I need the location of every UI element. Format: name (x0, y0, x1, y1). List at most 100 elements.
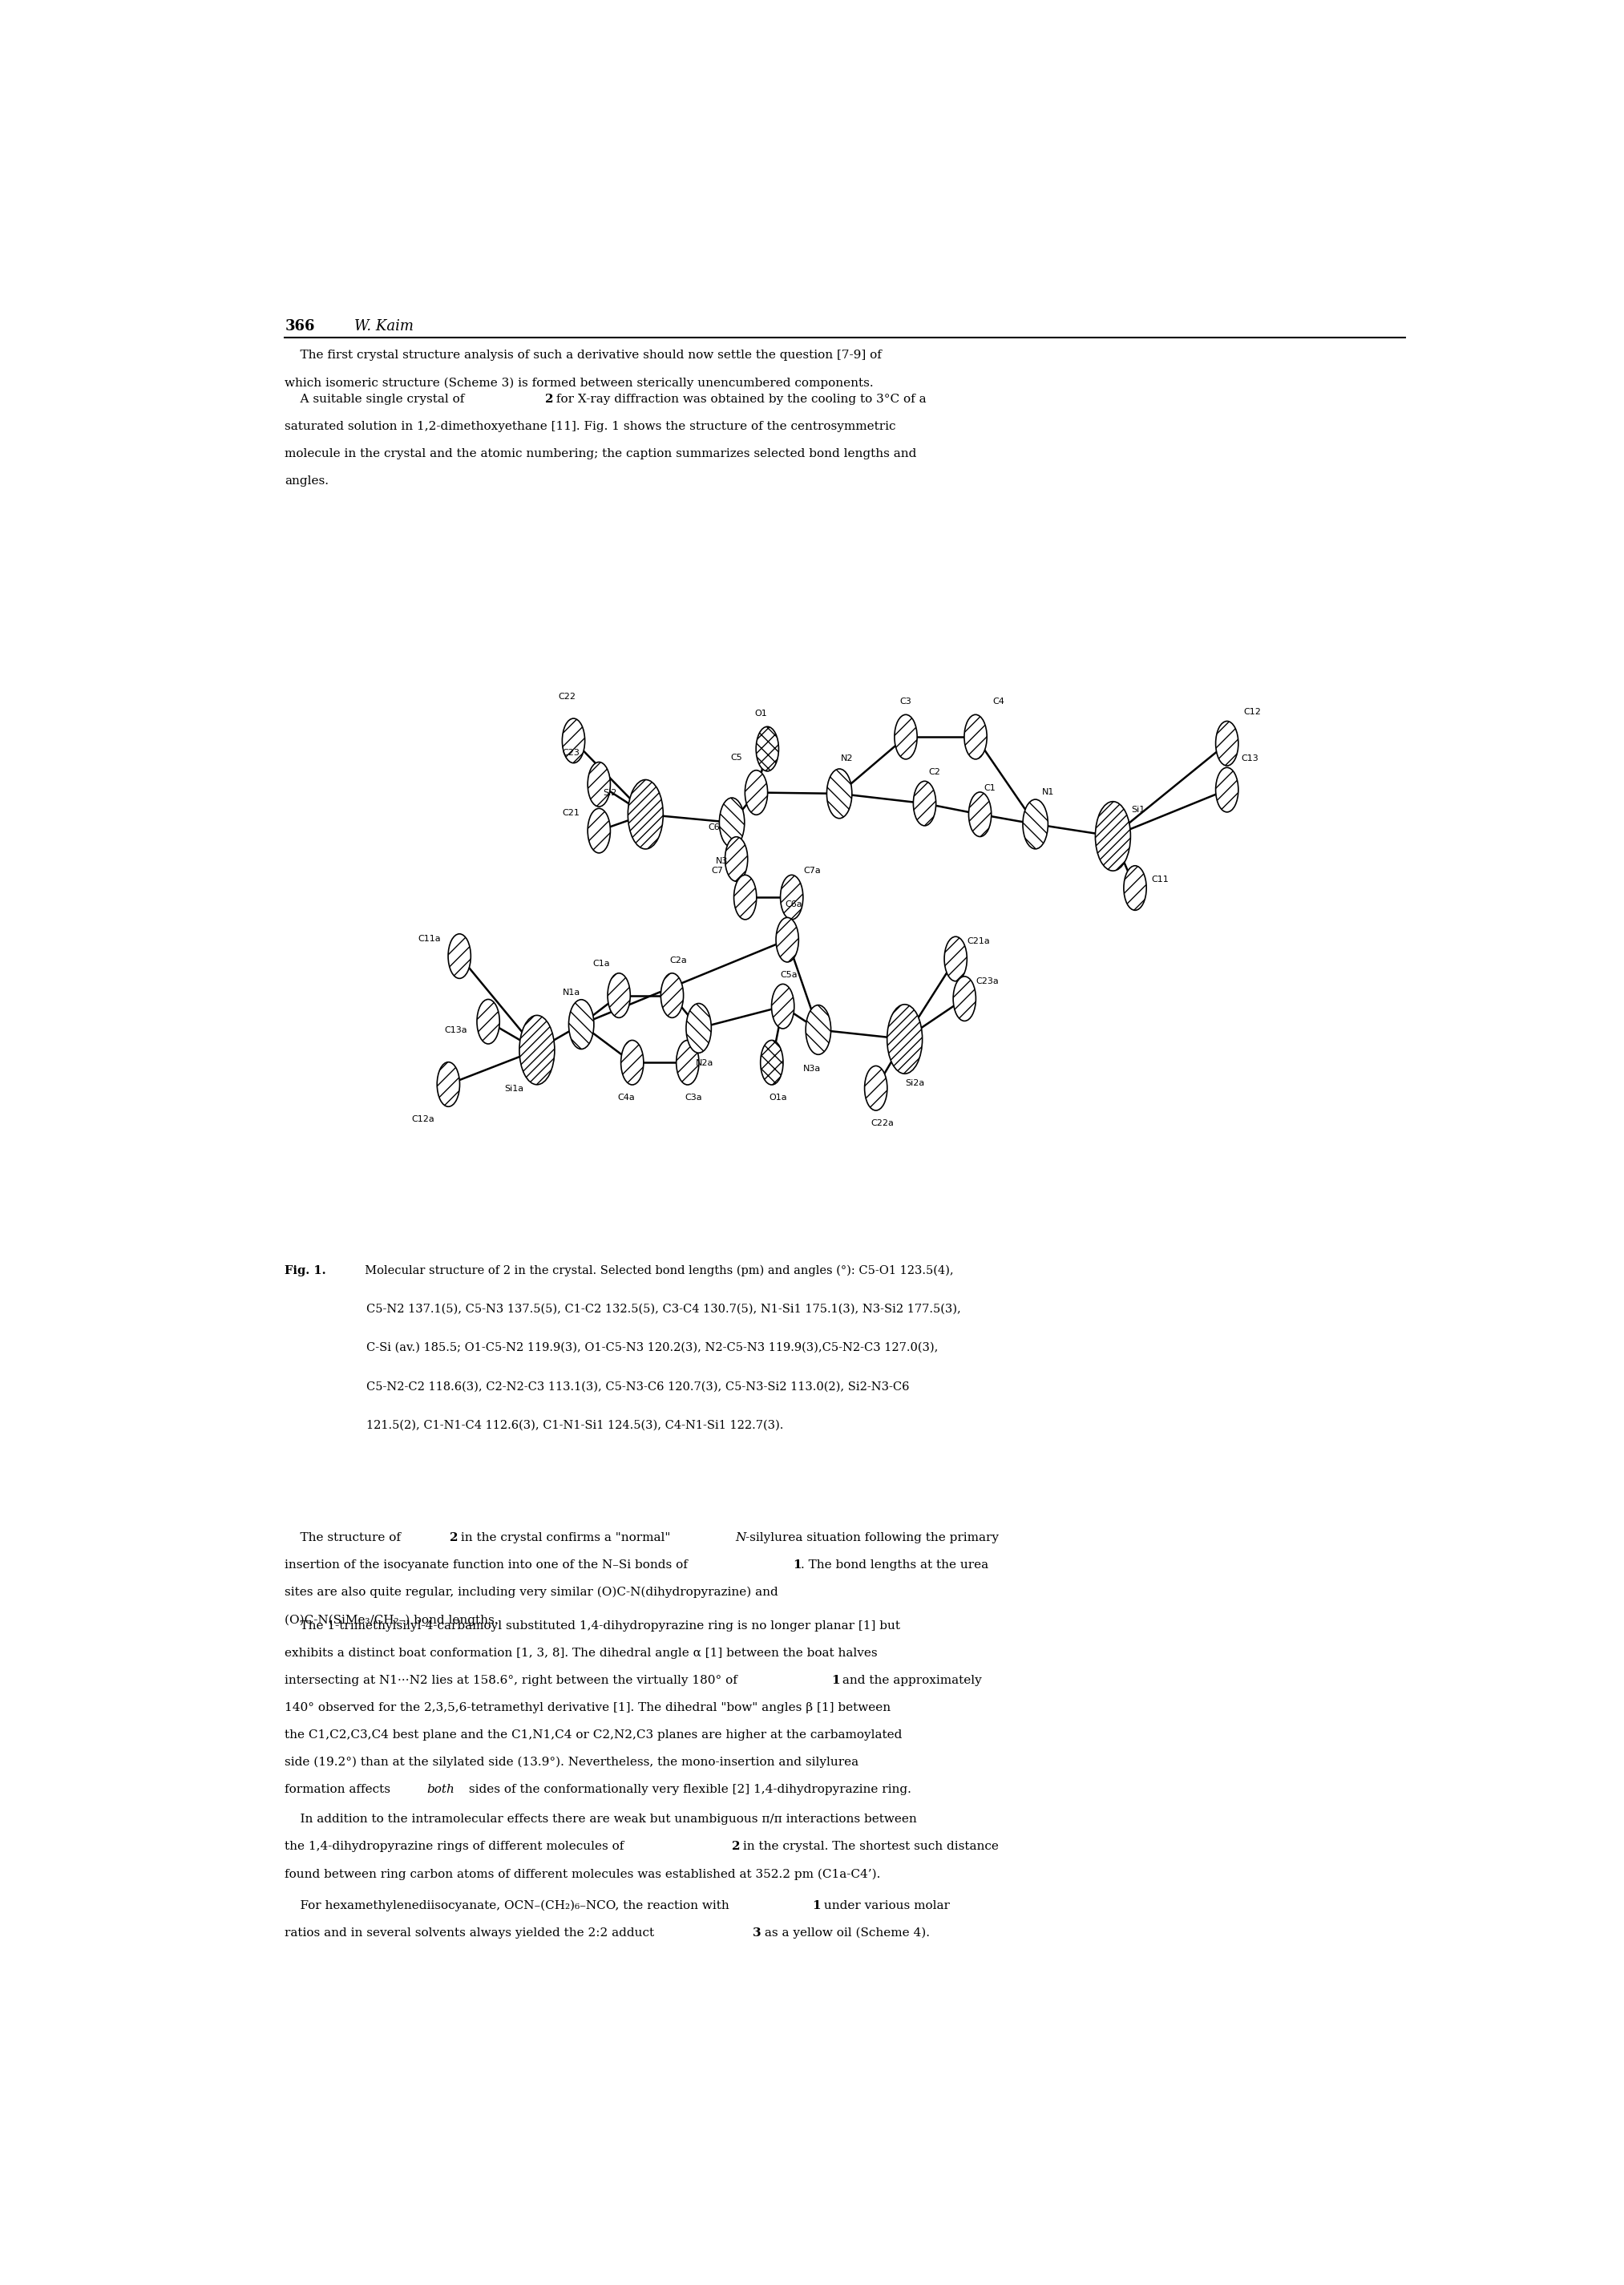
Text: C22a: C22a (870, 1120, 893, 1127)
Ellipse shape (628, 779, 663, 850)
Text: Fig. 1.: Fig. 1. (284, 1266, 326, 1275)
Text: in the crystal. The shortest such distance: in the crystal. The shortest such distan… (739, 1842, 999, 1853)
Text: C7a: C7a (804, 866, 820, 875)
Text: C-Si (av.) 185.5; O1-C5-N2 119.9(3), O1-C5-N3 120.2(3), N2-C5-N3 119.9(3),C5-N2-: C-Si (av.) 185.5; O1-C5-N2 119.9(3), O1-… (367, 1341, 939, 1353)
Text: sides of the conformationally very flexible [2] 1,4-dihydropyrazine ring.: sides of the conformationally very flexi… (464, 1785, 911, 1796)
Text: C5: C5 (731, 754, 742, 761)
Ellipse shape (1095, 802, 1130, 871)
Text: found between ring carbon atoms of different molecules was established at 352.2 : found between ring carbon atoms of diffe… (284, 1869, 880, 1881)
Ellipse shape (520, 1015, 555, 1085)
Text: in the crystal confirms a "normal": in the crystal confirms a "normal" (458, 1533, 674, 1542)
Ellipse shape (757, 727, 778, 770)
Text: both: both (427, 1785, 455, 1796)
Text: The structure of: The structure of (284, 1533, 404, 1542)
Text: C4a: C4a (617, 1095, 635, 1101)
Ellipse shape (1216, 768, 1239, 811)
Text: C5-N2 137.1(5), C5-N3 137.5(5), C1-C2 132.5(5), C3-C4 130.7(5), N1-Si1 175.1(3),: C5-N2 137.1(5), C5-N3 137.5(5), C1-C2 13… (367, 1302, 961, 1314)
Ellipse shape (448, 935, 471, 978)
Text: ratios and in several solvents always yielded the 2:2 adduct: ratios and in several solvents always yi… (284, 1926, 658, 1938)
Ellipse shape (477, 999, 500, 1044)
Text: C6: C6 (708, 823, 719, 832)
Ellipse shape (676, 1040, 698, 1085)
Text: 121.5(2), C1-N1-C4 112.6(3), C1-N1-Si1 124.5(3), C4-N1-Si1 122.7(3).: 121.5(2), C1-N1-C4 112.6(3), C1-N1-Si1 1… (367, 1419, 784, 1430)
Text: N: N (736, 1533, 745, 1542)
Ellipse shape (724, 836, 747, 882)
Text: N3: N3 (716, 857, 728, 866)
Ellipse shape (1023, 800, 1047, 850)
Text: O1a: O1a (770, 1095, 788, 1101)
Text: for X-ray diffraction was obtained by the cooling to 3°C of a: for X-ray diffraction was obtained by th… (552, 393, 926, 404)
Text: N2: N2 (841, 754, 853, 763)
Text: -silylurea situation following the primary: -silylurea situation following the prima… (745, 1533, 999, 1542)
Text: 366: 366 (284, 320, 315, 334)
Text: C2a: C2a (669, 955, 687, 964)
Text: under various molar: under various molar (820, 1899, 950, 1910)
Text: C5a: C5a (781, 971, 797, 978)
Text: and the approximately: and the approximately (838, 1675, 983, 1686)
Ellipse shape (895, 715, 918, 759)
Ellipse shape (913, 781, 935, 825)
Ellipse shape (588, 809, 611, 852)
Text: C23a: C23a (976, 978, 999, 985)
Text: which isomeric structure (Scheme 3) is formed between sterically unencumbered co: which isomeric structure (Scheme 3) is f… (284, 377, 874, 388)
Ellipse shape (781, 875, 802, 919)
Ellipse shape (437, 1063, 460, 1106)
Text: A suitable single crystal of: A suitable single crystal of (284, 393, 469, 404)
Text: 2: 2 (450, 1533, 458, 1542)
Text: C21: C21 (562, 809, 580, 818)
Text: side (19.2°) than at the silylated side (13.9°). Nevertheless, the mono-insertio: side (19.2°) than at the silylated side … (284, 1757, 859, 1769)
Text: 2: 2 (544, 393, 554, 404)
Text: Molecular structure of 2 in the crystal. Selected bond lengths (pm) and angles (: Molecular structure of 2 in the crystal.… (357, 1266, 953, 1277)
Text: In addition to the intramolecular effects there are weak but unambiguous π/π int: In addition to the intramolecular effect… (284, 1814, 918, 1826)
Text: 1: 1 (812, 1899, 820, 1910)
Text: Si2: Si2 (604, 788, 617, 797)
Text: exhibits a distinct boat conformation [1, 3, 8]. The dihedral angle α [1] betwee: exhibits a distinct boat conformation [1… (284, 1647, 877, 1659)
Text: C23: C23 (562, 749, 580, 756)
Text: 1: 1 (831, 1675, 840, 1686)
Text: C5-N2-C2 118.6(3), C2-N2-C3 113.1(3), C5-N3-C6 120.7(3), C5-N3-Si2 113.0(2), Si2: C5-N2-C2 118.6(3), C2-N2-C3 113.1(3), C5… (367, 1380, 909, 1392)
Text: 140° observed for the 2,3,5,6-tetramethyl derivative [1]. The dihedral "bow" ang: 140° observed for the 2,3,5,6-tetramethy… (284, 1702, 892, 1714)
Ellipse shape (760, 1040, 783, 1085)
Text: sites are also quite regular, including very similar (O)C-N(dihydropyrazine) and: sites are also quite regular, including … (284, 1586, 778, 1597)
Ellipse shape (562, 717, 585, 763)
Text: 1: 1 (793, 1558, 802, 1570)
Text: the 1,4-dihydropyrazine rings of different molecules of: the 1,4-dihydropyrazine rings of differe… (284, 1842, 628, 1853)
Ellipse shape (620, 1040, 643, 1085)
Text: C3a: C3a (685, 1095, 703, 1101)
Text: 3: 3 (754, 1926, 762, 1938)
Text: W. Kaim: W. Kaim (354, 320, 414, 334)
Ellipse shape (968, 793, 991, 836)
Ellipse shape (776, 919, 799, 962)
Text: C7: C7 (711, 866, 723, 875)
Ellipse shape (588, 763, 611, 807)
Text: insertion of the isocyanate function into one of the N–Si bonds of: insertion of the isocyanate function int… (284, 1558, 692, 1570)
Text: Si1a: Si1a (505, 1085, 525, 1092)
Text: C2: C2 (929, 768, 940, 777)
Text: C13: C13 (1241, 754, 1259, 763)
Text: C4: C4 (992, 697, 1004, 706)
Text: Si2a: Si2a (905, 1079, 924, 1088)
Text: For hexamethylenediisocyanate, OCN–(CH₂)₆–NCO, the reaction with: For hexamethylenediisocyanate, OCN–(CH₂)… (284, 1899, 734, 1913)
Text: N2a: N2a (697, 1060, 715, 1067)
Text: C22: C22 (559, 692, 577, 701)
Text: The 1-trimethylsilyl-4-carbamoyl substituted 1,4-dihydropyrazine ring is no long: The 1-trimethylsilyl-4-carbamoyl substit… (284, 1620, 900, 1631)
Text: C12a: C12a (411, 1115, 435, 1124)
Text: formation affects: formation affects (284, 1785, 395, 1796)
Ellipse shape (719, 797, 744, 848)
Text: intersecting at N1···N2 lies at 158.6°, right between the virtually 180° of: intersecting at N1···N2 lies at 158.6°, … (284, 1675, 742, 1686)
Ellipse shape (734, 875, 757, 919)
Text: C1a: C1a (593, 960, 611, 969)
Text: C1: C1 (984, 784, 996, 793)
Ellipse shape (953, 976, 976, 1021)
Text: C11: C11 (1151, 875, 1169, 884)
Text: . The bond lengths at the urea: . The bond lengths at the urea (801, 1558, 989, 1570)
Ellipse shape (661, 973, 684, 1017)
Ellipse shape (685, 1003, 711, 1053)
Ellipse shape (745, 770, 768, 816)
Text: N1: N1 (1043, 788, 1054, 797)
Text: 2: 2 (731, 1842, 741, 1853)
Text: the C1,C2,C3,C4 best plane and the C1,N1,C4 or C2,N2,C3 planes are higher at the: the C1,C2,C3,C4 best plane and the C1,N1… (284, 1730, 903, 1741)
Text: C11a: C11a (417, 935, 440, 944)
Text: The first crystal structure analysis of such a derivative should now settle the : The first crystal structure analysis of … (284, 350, 882, 361)
Ellipse shape (944, 937, 966, 980)
